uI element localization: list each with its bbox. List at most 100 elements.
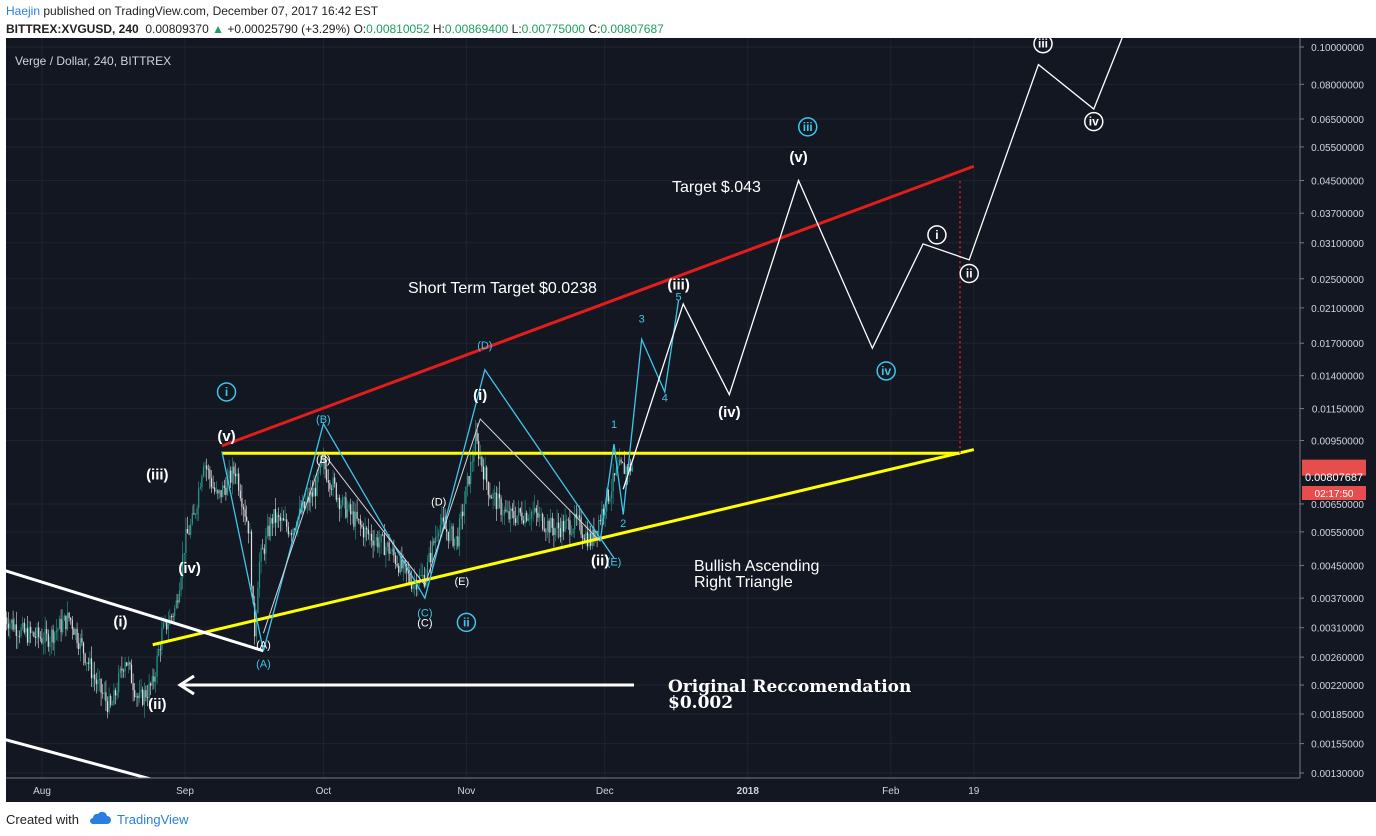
- candle-body: [166, 619, 168, 630]
- candle-body: [95, 679, 97, 685]
- candle-body: [345, 497, 347, 518]
- candle-body: [623, 463, 625, 474]
- candle-body: [36, 627, 38, 638]
- wave-label: (iii): [667, 277, 690, 294]
- time-axis[interactable]: [6, 778, 1376, 802]
- candle-body: [556, 522, 558, 529]
- gridlines: [6, 38, 1300, 778]
- candle-body: [236, 473, 238, 477]
- candle-body: [244, 509, 246, 517]
- chart-svg[interactable]: iiiiiiiviiiiiiiv(i)(ii)(iii)(iv)(v)(A)(A…: [6, 38, 1376, 802]
- author-link[interactable]: Haejin: [6, 4, 41, 18]
- wave-label: (D): [477, 340, 492, 352]
- candle-body: [353, 511, 355, 527]
- candle-body: [559, 528, 561, 537]
- candle-body: [28, 626, 30, 643]
- candle-body: [434, 537, 437, 543]
- wave-label: iv: [1089, 115, 1099, 129]
- candle-body: [238, 473, 240, 491]
- tradingview-brand-link[interactable]: TradingView: [117, 812, 189, 827]
- candle-body: [10, 619, 13, 624]
- candle-body: [127, 662, 129, 666]
- candle-body: [324, 458, 326, 470]
- candle-body: [199, 487, 201, 489]
- candle-body: [449, 528, 451, 542]
- candle-body: [546, 520, 549, 531]
- price-tick-label: 0.00650000: [1311, 500, 1364, 511]
- candle-body: [182, 554, 184, 578]
- wave-label-circle: [216, 382, 237, 402]
- candle-body: [358, 518, 360, 520]
- high-label: H:: [432, 22, 445, 36]
- candle-body: [79, 638, 81, 649]
- candle-body: [316, 473, 318, 496]
- candle-body: [330, 488, 333, 490]
- candle-body: [113, 690, 115, 705]
- candle-body: [18, 635, 21, 637]
- candle-body: [513, 511, 515, 519]
- candle-body: [294, 528, 296, 530]
- price-tick-label: 0.00450000: [1311, 561, 1364, 572]
- candle-body: [228, 470, 230, 479]
- candle-body: [14, 624, 16, 630]
- price-tick-label: 0.05500000: [1311, 143, 1364, 154]
- candle-body: [135, 695, 137, 698]
- candle-body: [172, 616, 174, 617]
- orig-reco-line2: $0.002: [668, 693, 733, 713]
- candle-body: [215, 490, 217, 492]
- candle-body: [25, 628, 27, 633]
- candle-body: [196, 508, 198, 515]
- candle-body: [532, 511, 534, 513]
- candle-body: [23, 622, 25, 633]
- time-axis-ticks: Aug Sep Oct Nov Dec 2018 Feb 19: [33, 786, 980, 797]
- candle-body: [178, 590, 181, 603]
- candle-body: [361, 524, 363, 527]
- candle-body: [52, 629, 54, 643]
- candle-body: [242, 507, 245, 510]
- candle-body: [49, 641, 51, 647]
- candle-body: [63, 615, 65, 621]
- falling-channel-top-line: [6, 569, 264, 653]
- candle-body: [30, 626, 32, 633]
- candle-body: [335, 483, 337, 500]
- candle-body: [466, 476, 469, 487]
- candle-body: [239, 490, 241, 499]
- candle-body: [12, 619, 14, 630]
- candle-body: [530, 511, 533, 519]
- chart-area[interactable]: i ii iii iv i ii iii iv (i) (ii) (iii) (iv) (v) (A) (A…: [6, 38, 1376, 802]
- candle-body: [303, 501, 305, 508]
- candle-body: [575, 513, 577, 519]
- symbol-label: BITTREX:XVGUSD, 240: [6, 22, 139, 36]
- candle-body: [87, 662, 89, 664]
- candle-body: [367, 529, 369, 535]
- candle-body: [33, 632, 35, 637]
- time-tick-label: Nov: [457, 786, 475, 797]
- candle-body: [372, 540, 374, 546]
- candle-body: [86, 662, 88, 664]
- open-value: 0.00810052: [366, 22, 430, 36]
- wave-label: (B): [316, 414, 331, 426]
- wave-label: ii: [966, 266, 973, 280]
- candle-body: [290, 533, 293, 535]
- price-axis[interactable]: [1300, 38, 1376, 778]
- publish-line: Haejin published on TradingView.com, Dec…: [6, 4, 378, 18]
- candle-body: [65, 615, 67, 630]
- candle-body: [174, 608, 176, 617]
- candle-body: [90, 658, 93, 679]
- wave-labels: iiiiiiiviiiiiiiv(i)(ii)(iii)(iv)(v)(A)(A…: [113, 38, 1104, 713]
- candle-body: [116, 692, 118, 696]
- candle-body: [150, 683, 152, 686]
- candle-body: [390, 551, 392, 554]
- candle-body: [340, 505, 342, 509]
- candle-body: [39, 637, 41, 639]
- candle-body: [561, 520, 563, 537]
- candle-body: [74, 628, 77, 635]
- last-price-badge-text: 0.00807687: [1305, 472, 1363, 484]
- candle-body: [545, 530, 547, 532]
- candle-body: [146, 697, 149, 699]
- candle-body: [375, 537, 377, 541]
- price-tick-label: 0.03100000: [1311, 239, 1364, 250]
- candle-body: [185, 529, 187, 553]
- price-tick-label: 0.00155000: [1311, 740, 1364, 751]
- candle-body: [145, 690, 147, 698]
